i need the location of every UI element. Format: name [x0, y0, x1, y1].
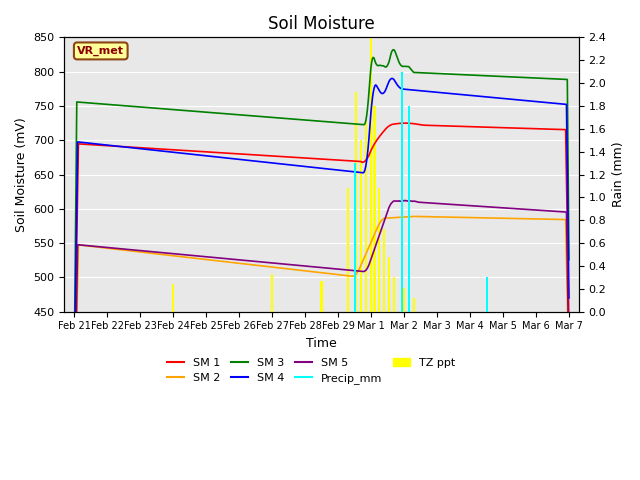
SM 1	[401, 120, 408, 126]
SM 1	[444, 123, 451, 129]
SM 3	[198, 109, 205, 115]
Bar	[355, 92, 357, 312]
SM 2	[565, 377, 573, 383]
SM 2	[412, 214, 419, 219]
SM 4	[402, 86, 410, 92]
SM 2	[70, 430, 78, 435]
X-axis label: Time: Time	[307, 337, 337, 350]
Line: SM 5: SM 5	[74, 201, 569, 432]
SM 1	[70, 379, 78, 385]
SM 3	[565, 257, 573, 263]
SM 3	[444, 71, 451, 77]
SM 4	[158, 148, 166, 154]
SM 1	[565, 323, 573, 329]
Bar	[388, 257, 390, 312]
SM 1	[362, 157, 370, 163]
SM 3	[294, 117, 302, 122]
SM 5	[158, 250, 166, 255]
SM 3	[158, 106, 166, 111]
SM 4	[294, 163, 302, 168]
SM 5	[401, 198, 408, 204]
Bar	[401, 72, 403, 312]
Bar	[354, 163, 356, 312]
Bar	[408, 106, 410, 312]
Bar	[383, 229, 385, 312]
SM 4	[444, 90, 451, 96]
SM 5	[294, 263, 302, 268]
Bar	[321, 281, 323, 312]
SM 1	[402, 120, 410, 126]
Bar	[360, 140, 362, 312]
Legend: SM 1, SM 2, SM 3, SM 4, SM 5, Precip_mm, TZ ppt: SM 1, SM 2, SM 3, SM 4, SM 5, Precip_mm,…	[163, 353, 460, 388]
Bar	[365, 120, 367, 312]
Line: SM 2: SM 2	[74, 216, 569, 432]
SM 2	[444, 214, 451, 220]
SM 5	[402, 198, 410, 204]
Line: SM 1: SM 1	[74, 123, 569, 382]
SM 4	[70, 378, 78, 384]
SM 5	[565, 362, 573, 368]
Bar	[413, 298, 415, 312]
SM 2	[362, 251, 370, 257]
Bar	[393, 277, 396, 312]
SM 4	[565, 295, 573, 301]
SM 3	[402, 63, 410, 69]
SM 2	[198, 256, 205, 262]
SM 5	[198, 253, 205, 259]
SM 5	[444, 201, 451, 207]
Bar	[403, 288, 405, 312]
SM 3	[362, 118, 370, 124]
Bar	[378, 188, 381, 312]
SM 2	[158, 252, 166, 257]
SM 2	[401, 214, 408, 220]
Text: VR_met: VR_met	[77, 46, 124, 56]
Y-axis label: Rain (mm): Rain (mm)	[612, 142, 625, 207]
SM 2	[294, 267, 302, 273]
Bar	[370, 37, 372, 312]
Bar	[347, 188, 349, 312]
SM 3	[70, 358, 78, 364]
SM 4	[388, 75, 396, 81]
Y-axis label: Soil Moisture (mV): Soil Moisture (mV)	[15, 117, 28, 232]
Line: SM 4: SM 4	[74, 78, 569, 381]
SM 4	[198, 153, 205, 158]
SM 1	[158, 146, 166, 152]
SM 5	[70, 430, 78, 435]
SM 1	[294, 155, 302, 160]
SM 5	[362, 267, 370, 273]
Bar	[271, 274, 273, 312]
Bar	[486, 277, 488, 312]
SM 1	[198, 149, 205, 155]
Title: Soil Moisture: Soil Moisture	[268, 15, 375, 33]
Bar	[373, 106, 376, 312]
Line: SM 3: SM 3	[74, 50, 569, 361]
Bar	[172, 284, 174, 312]
SM 3	[389, 47, 397, 53]
SM 4	[362, 163, 370, 169]
